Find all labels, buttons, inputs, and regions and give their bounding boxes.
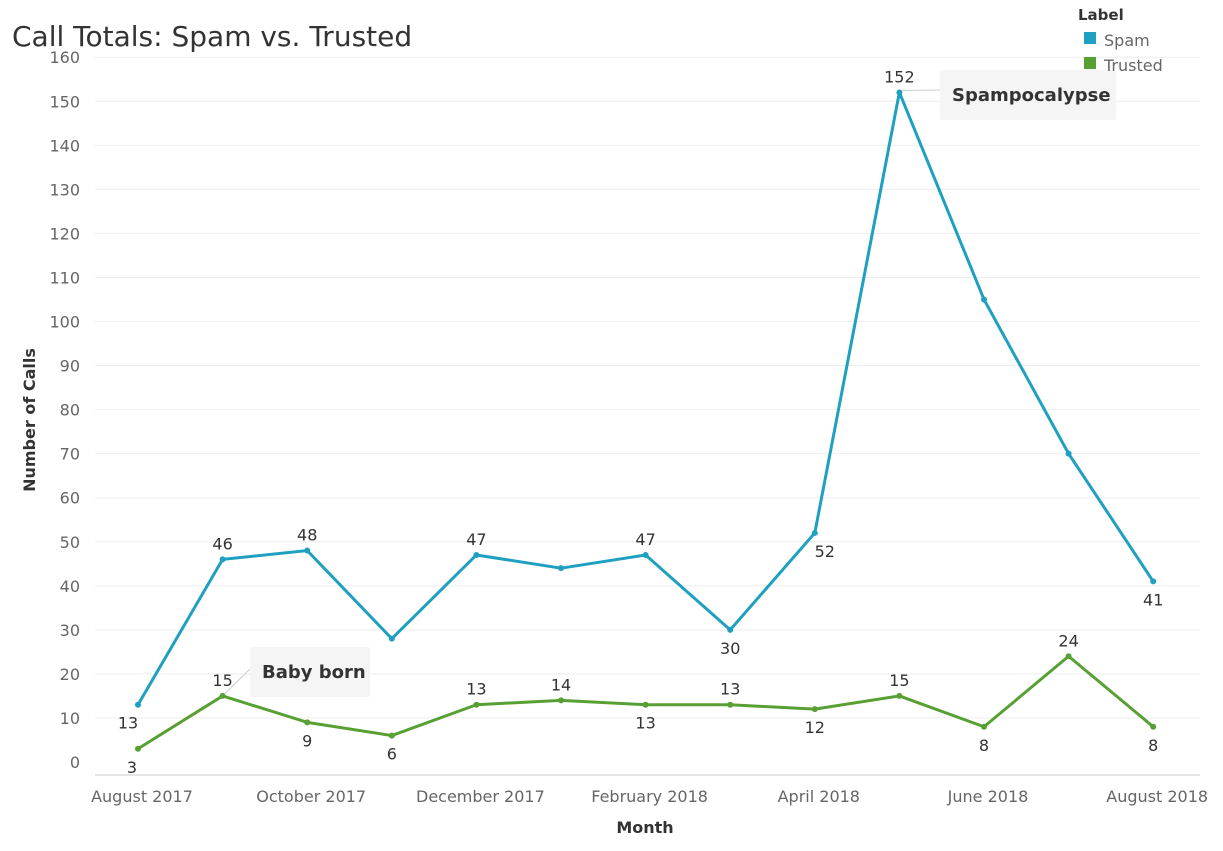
spam-point[interactable]: [304, 547, 311, 554]
y-tick-label: 140: [49, 136, 80, 155]
trusted-data-label: 13: [720, 680, 740, 699]
y-tick-label: 80: [60, 401, 80, 420]
trusted-point[interactable]: [558, 697, 564, 704]
x-axis-title: Month: [616, 818, 673, 837]
annotation: Baby born: [224, 647, 370, 697]
trusted-data-label: 6: [387, 745, 397, 764]
annotation-text: Spampocalypse: [952, 85, 1111, 106]
y-tick-label: 100: [49, 313, 80, 332]
trusted-data-label: 15: [889, 671, 909, 690]
trusted-point[interactable]: [388, 732, 395, 739]
spam-data-label: 41: [1143, 590, 1163, 609]
annotation-leader-line: [224, 668, 251, 695]
y-tick-label: 70: [60, 445, 80, 464]
trusted-data-label: 13: [635, 714, 655, 733]
spam-point[interactable]: [811, 529, 818, 536]
spam-point[interactable]: [558, 565, 564, 572]
spam-data-label: 52: [815, 542, 835, 561]
trusted-data-label: 13: [466, 680, 486, 699]
spam-data-label: 47: [635, 530, 655, 549]
spam-data-label: 13: [118, 714, 138, 733]
spam-data-label: 48: [297, 526, 317, 545]
data-labels: 13 46 48 47 47 30 52 152 41 3 15 9 6 13 14 13 13 12 15 8 24 8: [118, 67, 1164, 776]
spam-point[interactable]: [388, 635, 395, 642]
y-tick-label: 110: [49, 268, 80, 287]
trusted-data-label: 12: [805, 718, 825, 737]
trusted-point[interactable]: [727, 701, 734, 708]
spam-point[interactable]: [219, 556, 226, 563]
trusted-data-label: 8: [979, 736, 989, 755]
series-lines: [135, 89, 1157, 752]
spam-point[interactable]: [1065, 450, 1072, 457]
trusted-point[interactable]: [642, 701, 649, 708]
trusted-data-label: 8: [1148, 736, 1158, 755]
x-tick-label: October 2017: [256, 787, 366, 806]
spam-point[interactable]: [642, 551, 649, 558]
trusted-point[interactable]: [1150, 723, 1157, 730]
spam-point[interactable]: [981, 296, 987, 303]
y-tick-label: 40: [60, 577, 80, 596]
y-tick-label: 60: [60, 489, 80, 508]
y-tick-label: 50: [60, 533, 80, 552]
annotation: Spampocalypse: [901, 70, 1116, 120]
legend-swatch-trusted: [1084, 57, 1096, 69]
y-tick-label: 0: [70, 753, 80, 772]
spam-point[interactable]: [727, 626, 734, 633]
y-tick-label: 120: [49, 224, 80, 243]
y-tick-label: 20: [60, 665, 80, 684]
spam-data-label: 46: [212, 534, 232, 553]
annotation-box: [250, 647, 370, 697]
legend-swatch-spam: [1084, 32, 1096, 44]
x-tick-label: December 2017: [416, 787, 545, 806]
trusted-data-label: 24: [1058, 631, 1078, 650]
legend: Label Spam Trusted: [1078, 6, 1163, 75]
y-tick-label: 30: [60, 621, 80, 640]
trusted-data-label: 3: [127, 758, 137, 777]
y-tick-label: 130: [49, 180, 80, 199]
trusted-point[interactable]: [981, 723, 987, 730]
spam-data-label: 47: [466, 530, 486, 549]
trusted-data-label: 14: [551, 675, 571, 694]
spam-line: [136, 90, 1155, 706]
y-tick-label: 160: [49, 48, 80, 67]
trusted-data-label: 15: [212, 671, 232, 690]
y-tick-label: 150: [49, 92, 80, 111]
spam-data-label: 30: [720, 639, 740, 658]
spam-point[interactable]: [473, 551, 480, 558]
annotation-text: Baby born: [262, 662, 366, 683]
x-tick-label: February 2018: [591, 787, 708, 806]
spam-point[interactable]: [135, 701, 141, 708]
spam-data-label: 152: [884, 67, 915, 86]
trusted-data-label: 9: [302, 731, 312, 750]
legend-label-trusted[interactable]: Trusted: [1103, 56, 1163, 75]
y-axis-title: Number of Calls: [20, 348, 39, 492]
spam-point[interactable]: [896, 89, 903, 96]
x-axis-ticks: August 2017 October 2017 December 2017 Febr…: [91, 787, 1208, 806]
trusted-point[interactable]: [135, 745, 141, 752]
y-tick-label: 90: [60, 357, 80, 376]
chart-title: Call Totals: Spam vs. Trusted: [12, 20, 412, 53]
trusted-point[interactable]: [896, 692, 903, 699]
x-tick-label: August 2018: [1106, 787, 1208, 806]
trusted-point[interactable]: [811, 706, 818, 713]
annotations: Spampocalypse Baby born: [224, 70, 1116, 697]
annotation-box: [940, 70, 1116, 120]
trusted-point[interactable]: [1065, 653, 1072, 660]
x-tick-label: August 2017: [91, 787, 193, 806]
legend-title: Label: [1078, 6, 1124, 24]
legend-label-spam[interactable]: Spam: [1104, 31, 1150, 50]
gridlines: [95, 56, 1200, 776]
x-tick-label: April 2018: [778, 787, 860, 806]
trusted-point[interactable]: [473, 701, 480, 708]
trusted-point[interactable]: [304, 719, 311, 726]
y-axis-ticks: 0 10 20 30 40 50 60 70 80 90 100 110 120 130 140 150 160: [49, 48, 80, 772]
x-tick-label: June 2018: [947, 787, 1029, 806]
trusted-point[interactable]: [219, 692, 226, 699]
y-tick-label: 10: [60, 709, 80, 728]
spam-point[interactable]: [1150, 578, 1157, 585]
